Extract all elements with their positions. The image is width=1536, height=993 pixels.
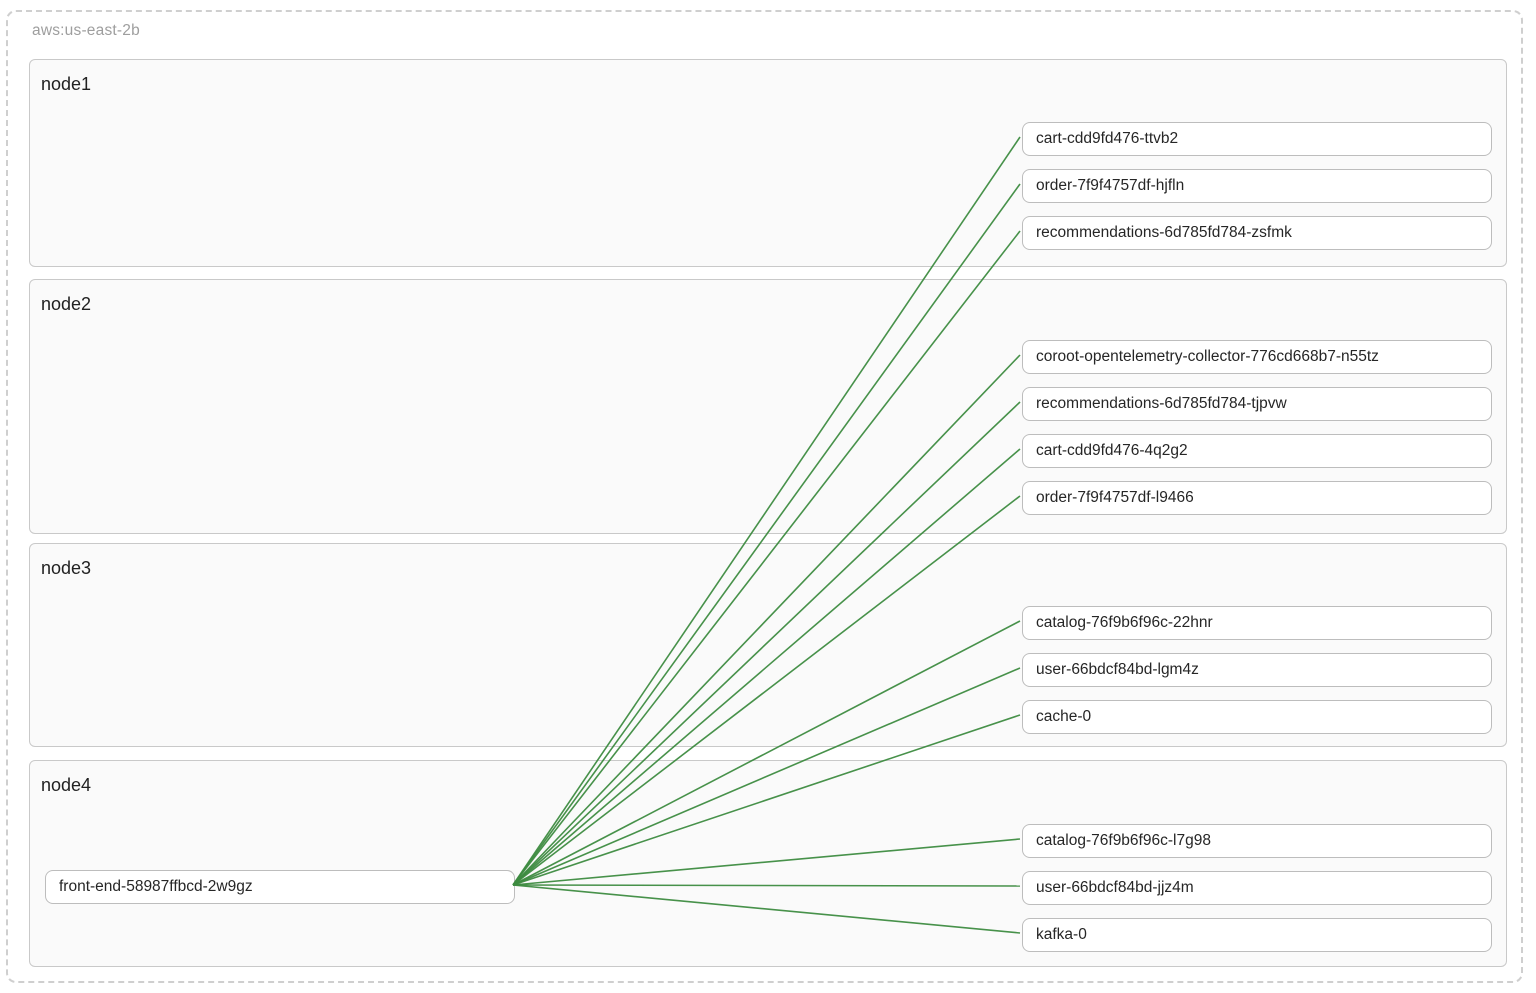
- zone-aws-us-east-2b: aws:us-east-2b node1 cart-cdd9fd476-ttvb…: [6, 10, 1523, 983]
- pod-catalog-76f9b6f96c-l7g98[interactable]: catalog-76f9b6f96c-l7g98: [1022, 824, 1492, 858]
- pod-recommendations-6d785fd784-zsfmk[interactable]: recommendations-6d785fd784-zsfmk: [1022, 216, 1492, 250]
- pod-order-7f9f4757df-l9466[interactable]: order-7f9f4757df-l9466: [1022, 481, 1492, 515]
- node-box-node2: node2 coroot-opentelemetry-collector-776…: [29, 279, 1507, 534]
- pod-cart-cdd9fd476-4q2g2[interactable]: cart-cdd9fd476-4q2g2: [1022, 434, 1492, 468]
- node-box-node1: node1 cart-cdd9fd476-ttvb2 order-7f9f475…: [29, 59, 1507, 267]
- node-box-node4: node4 front-end-58987ffbcd-2w9gz catalog…: [29, 760, 1507, 967]
- pod-catalog-76f9b6f96c-22hnr[interactable]: catalog-76f9b6f96c-22hnr: [1022, 606, 1492, 640]
- pod-user-66bdcf84bd-jjz4m[interactable]: user-66bdcf84bd-jjz4m: [1022, 871, 1492, 905]
- pod-kafka-0[interactable]: kafka-0: [1022, 918, 1492, 952]
- pod-order-7f9f4757df-hjfln[interactable]: order-7f9f4757df-hjfln: [1022, 169, 1492, 203]
- node-box-node3: node3 catalog-76f9b6f96c-22hnr user-66bd…: [29, 543, 1507, 747]
- zone-label: aws:us-east-2b: [32, 22, 140, 39]
- pod-recommendations-6d785fd784-tjpvw[interactable]: recommendations-6d785fd784-tjpvw: [1022, 387, 1492, 421]
- pod-user-66bdcf84bd-lgm4z[interactable]: user-66bdcf84bd-lgm4z: [1022, 653, 1492, 687]
- pod-cache-0[interactable]: cache-0: [1022, 700, 1492, 734]
- node-label: node1: [41, 74, 92, 94]
- pod-cart-cdd9fd476-ttvb2[interactable]: cart-cdd9fd476-ttvb2: [1022, 122, 1492, 156]
- node-label: node2: [41, 294, 92, 314]
- node-label: node4: [41, 775, 92, 795]
- pod-front-end-58987ffbcd-2w9gz[interactable]: front-end-58987ffbcd-2w9gz: [45, 870, 515, 904]
- pod-coroot-opentelemetry-collector-776cd668b7-n55tz[interactable]: coroot-opentelemetry-collector-776cd668b…: [1022, 340, 1492, 374]
- node-label: node3: [41, 558, 92, 578]
